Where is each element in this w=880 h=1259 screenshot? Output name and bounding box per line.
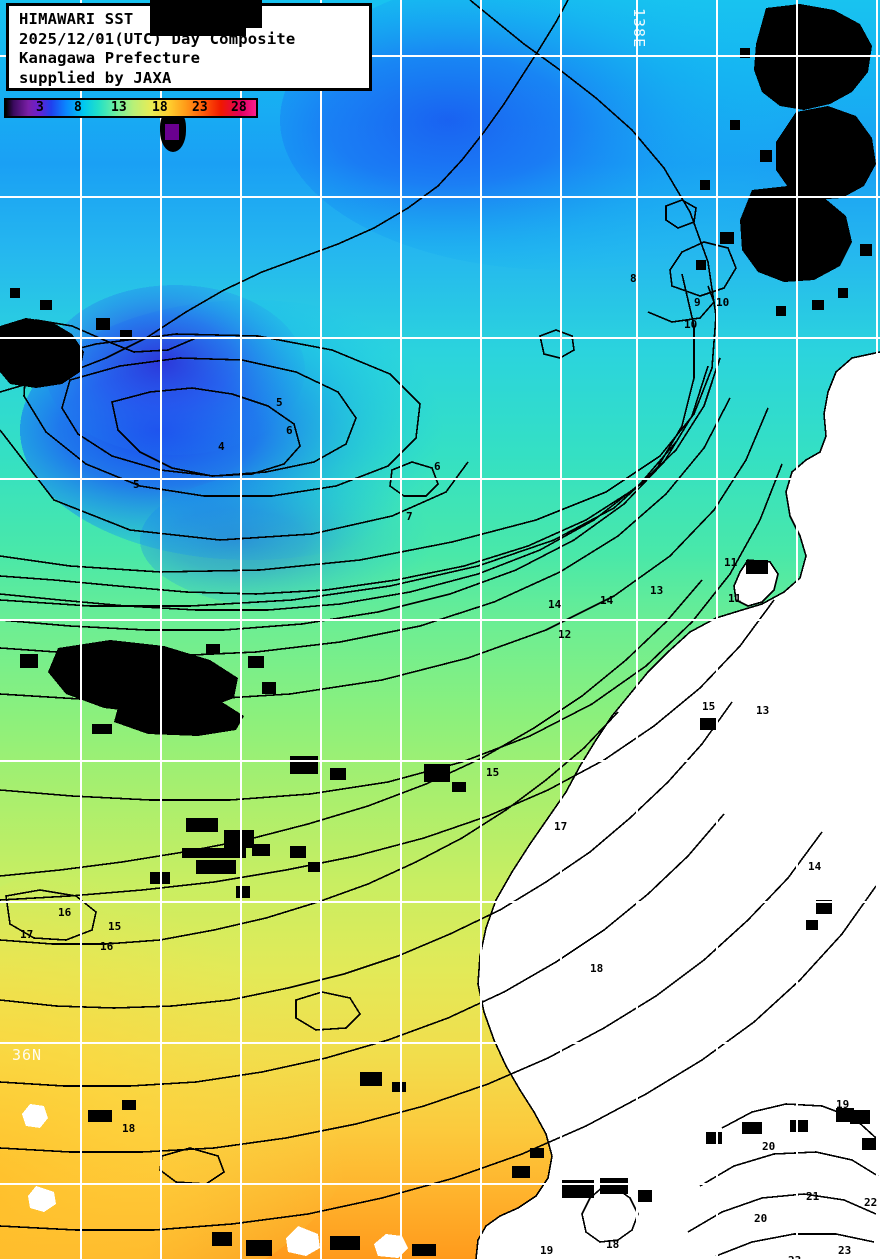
contour-label: 18: [122, 1122, 136, 1135]
gridline-horizontal-36n: [0, 1042, 880, 1044]
contour-label: 18: [590, 962, 604, 975]
contour-label: 15: [486, 766, 500, 779]
contour-label: 11: [724, 556, 738, 569]
contour-label: 8: [766, 36, 773, 49]
gridline-vertical: [480, 0, 482, 1259]
contour-label: 16: [58, 906, 72, 919]
contour-label: 19: [836, 1098, 850, 1111]
colorbar-tick-28: 28: [231, 100, 247, 115]
contour-label: 18: [606, 1238, 620, 1251]
gridline-vertical: [560, 0, 562, 1259]
gridline-horizontal: [0, 1183, 880, 1185]
colorbar-tick-13: 13: [111, 100, 127, 115]
colorbar: 3 8 13 18 23 28: [0, 96, 262, 120]
contour-label: 7: [406, 510, 413, 523]
contour-label: 17: [554, 820, 568, 833]
cold-pixel-under-colorbar: [165, 124, 179, 140]
gridline-vertical: [240, 0, 242, 1259]
contour-label: 6: [286, 424, 293, 437]
contour-label: 13: [650, 584, 664, 597]
gridline-vertical: [400, 0, 402, 1259]
warm-pool-southwest: [0, 860, 370, 1259]
contour-label: 22: [864, 1196, 878, 1209]
contour-label: 15: [702, 700, 716, 713]
gridline-horizontal: [0, 196, 880, 198]
colorbar-shadow-bottom: [150, 24, 246, 36]
gridline-vertical-138e: [636, 0, 638, 1259]
colorbar-gradient: [4, 98, 258, 118]
contour-label: 15: [108, 920, 122, 933]
gridline-horizontal: [0, 901, 880, 903]
gridline-vertical: [876, 0, 878, 1259]
graticule-label-latitude: 36N: [12, 1046, 43, 1064]
contour-label: 20: [754, 1212, 768, 1225]
colorbar-shadow-top: [150, 0, 262, 28]
contour-label: 9: [694, 296, 701, 309]
contour-label: 19: [540, 1244, 554, 1257]
gridline-horizontal: [0, 619, 880, 621]
contour-label: 21: [806, 1190, 820, 1203]
contour-label: 14: [808, 860, 822, 873]
contour-label: 17: [20, 928, 34, 941]
contour-label: 5: [133, 478, 140, 491]
contour-label: 16: [100, 940, 114, 953]
contour-label: 23: [838, 1244, 852, 1257]
contour-label: 10: [684, 318, 698, 331]
colorbar-tick-8: 8: [74, 100, 82, 115]
gridline-vertical: [796, 0, 798, 1259]
contour-label: 6: [434, 460, 441, 473]
contour-label: 14: [548, 598, 562, 611]
contour-label: 10: [716, 296, 730, 309]
contour-label: 14: [600, 594, 614, 607]
contour-label: 20: [762, 1140, 776, 1153]
contour-label: 12: [558, 628, 572, 641]
land-polygons: [22, 352, 880, 1259]
gridline-horizontal: [0, 55, 880, 57]
gridline-vertical: [716, 0, 718, 1259]
colorbar-tick-3: 3: [36, 100, 44, 115]
gridline-horizontal: [0, 760, 880, 762]
title-line-region: Kanagawa Prefecture: [19, 49, 201, 67]
gridline-vertical: [80, 0, 82, 1259]
contour-label: 11: [728, 592, 742, 605]
gridline-vertical: [320, 0, 322, 1259]
contour-label: 8: [630, 272, 637, 285]
contour-label: 23: [788, 1254, 801, 1259]
cold-pool-south-edge: [140, 470, 460, 610]
cloud-mask-nodata: [0, 4, 878, 1256]
graticule-label-longitude: 138E: [630, 8, 648, 49]
title-line-product: HIMAWARI SST: [19, 10, 134, 28]
title-line-supplier: supplied by JAXA: [19, 68, 172, 87]
cold-pool-core: [45, 285, 305, 455]
contour-label: 13: [756, 704, 770, 717]
colorbar-tick-18: 18: [152, 100, 168, 115]
contour-label: 4: [218, 440, 225, 453]
gridline-horizontal: [0, 337, 880, 339]
contour-label: 5: [276, 396, 283, 409]
gridline-horizontal: [0, 478, 880, 480]
colorbar-tick-23: 23: [192, 100, 208, 115]
gridline-vertical: [160, 0, 162, 1259]
